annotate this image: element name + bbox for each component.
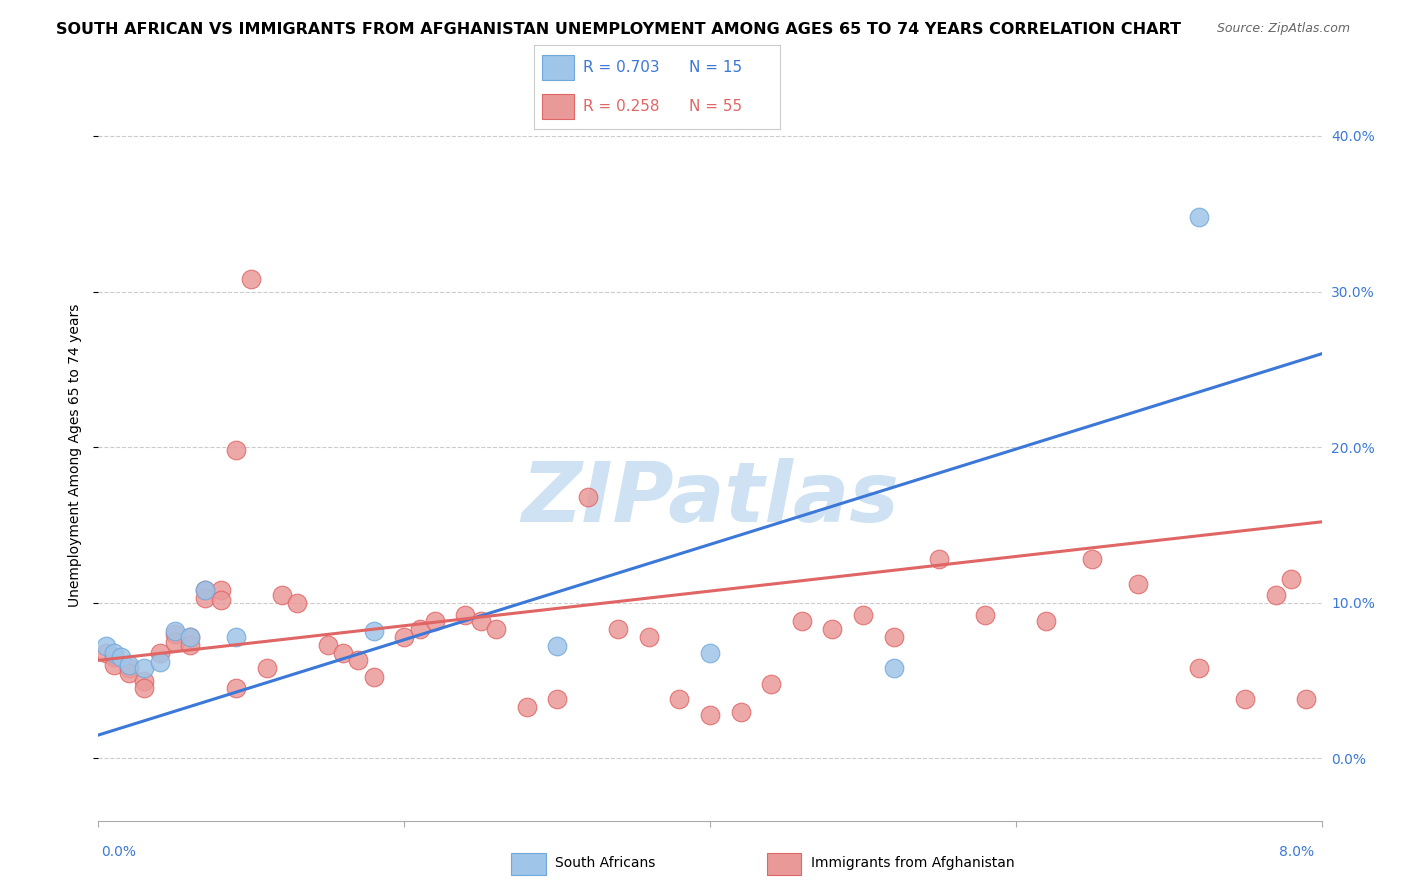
Point	[759, 676, 782, 690]
Point	[103, 646, 125, 660]
Point	[1128, 577, 1150, 591]
Point	[110, 650, 132, 665]
Point	[363, 670, 385, 684]
Text: 8.0%: 8.0%	[1279, 845, 1315, 859]
Point	[1279, 573, 1302, 587]
Point	[470, 615, 492, 629]
Point	[179, 630, 201, 644]
Point	[1264, 588, 1286, 602]
Point	[347, 653, 370, 667]
Point	[103, 650, 125, 665]
Point	[179, 638, 201, 652]
Point	[134, 673, 156, 688]
Point	[149, 655, 172, 669]
Point	[699, 646, 721, 660]
Point	[852, 608, 875, 623]
Text: Immigrants from Afghanistan: Immigrants from Afghanistan	[811, 856, 1015, 870]
Point	[256, 661, 278, 675]
Point	[103, 658, 125, 673]
Point	[316, 638, 339, 652]
Point	[209, 592, 232, 607]
Point	[240, 272, 263, 286]
Text: N = 15: N = 15	[689, 60, 742, 75]
Point	[1081, 552, 1104, 566]
Point	[1234, 692, 1257, 706]
Point	[118, 661, 141, 675]
Point	[516, 700, 538, 714]
Point	[134, 661, 156, 675]
Point	[194, 583, 217, 598]
Point	[1035, 615, 1057, 629]
Point	[928, 552, 950, 566]
Point	[209, 583, 232, 598]
Point	[225, 443, 247, 458]
Text: 0.0%: 0.0%	[101, 845, 136, 859]
Point	[118, 665, 141, 680]
Text: South Africans: South Africans	[555, 856, 655, 870]
FancyBboxPatch shape	[541, 94, 574, 120]
Point	[408, 622, 430, 636]
Text: N = 55: N = 55	[689, 99, 742, 114]
Point	[179, 630, 201, 644]
Point	[546, 640, 568, 654]
Point	[730, 705, 752, 719]
Text: Source: ZipAtlas.com: Source: ZipAtlas.com	[1216, 22, 1350, 36]
Point	[1295, 692, 1317, 706]
Point	[163, 634, 186, 648]
Point	[94, 646, 117, 660]
FancyBboxPatch shape	[512, 853, 546, 875]
Point	[118, 658, 141, 673]
Point	[821, 622, 844, 636]
Point	[546, 692, 568, 706]
Point	[194, 583, 217, 598]
Point	[134, 681, 156, 696]
Point	[363, 624, 385, 638]
Point	[637, 630, 661, 644]
Point	[94, 640, 117, 654]
Point	[285, 596, 308, 610]
Point	[392, 630, 416, 644]
Point	[225, 681, 247, 696]
Y-axis label: Unemployment Among Ages 65 to 74 years: Unemployment Among Ages 65 to 74 years	[69, 303, 83, 607]
Point	[883, 630, 905, 644]
Point	[790, 615, 813, 629]
Text: R = 0.703: R = 0.703	[583, 60, 659, 75]
Point	[270, 588, 294, 602]
Point	[668, 692, 690, 706]
Point	[163, 624, 186, 638]
Point	[1188, 661, 1211, 675]
Point	[607, 622, 630, 636]
Point	[699, 707, 721, 722]
Point	[576, 490, 599, 504]
Point	[485, 622, 508, 636]
FancyBboxPatch shape	[768, 853, 801, 875]
Point	[225, 630, 247, 644]
Point	[194, 591, 217, 606]
Text: R = 0.258: R = 0.258	[583, 99, 659, 114]
Point	[454, 608, 477, 623]
Text: SOUTH AFRICAN VS IMMIGRANTS FROM AFGHANISTAN UNEMPLOYMENT AMONG AGES 65 TO 74 YE: SOUTH AFRICAN VS IMMIGRANTS FROM AFGHANI…	[56, 22, 1181, 37]
Point	[149, 646, 172, 660]
Point	[332, 646, 354, 660]
Point	[974, 608, 997, 623]
Text: ZIPatlas: ZIPatlas	[522, 458, 898, 540]
FancyBboxPatch shape	[541, 54, 574, 80]
Point	[423, 615, 446, 629]
Point	[883, 661, 905, 675]
Point	[163, 627, 186, 641]
Point	[1188, 210, 1211, 224]
